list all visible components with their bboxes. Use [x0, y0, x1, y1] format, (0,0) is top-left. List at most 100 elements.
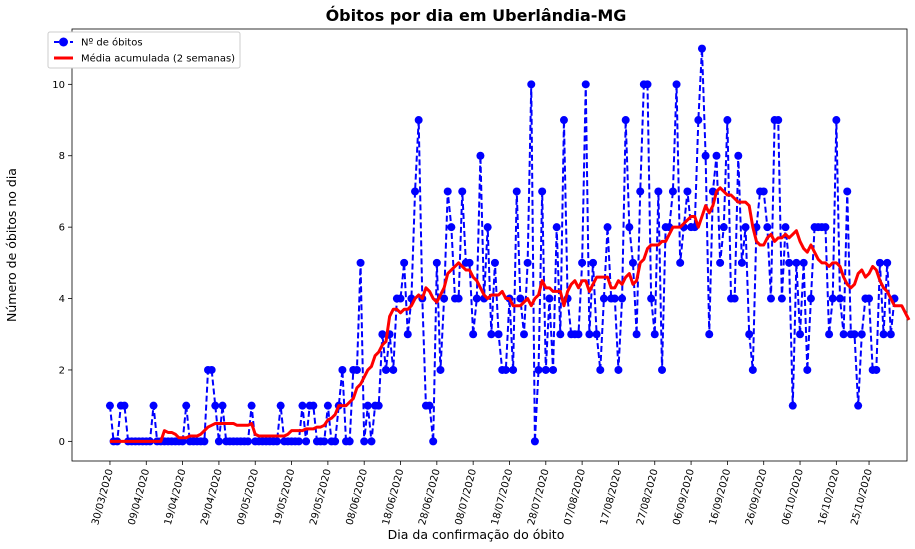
data-point-obitos [549, 365, 558, 374]
data-point-obitos [494, 330, 503, 339]
data-point-obitos [247, 401, 256, 410]
data-point-obitos [585, 330, 594, 339]
data-point-obitos [298, 401, 307, 410]
data-point-obitos [835, 294, 844, 303]
x-tick-label: 06/09/2020 [671, 468, 697, 527]
data-point-obitos [839, 330, 848, 339]
x-tick-label: 27/08/2020 [635, 468, 661, 527]
data-point-obitos [440, 294, 449, 303]
data-point-obitos [843, 187, 852, 196]
data-point-obitos [792, 258, 801, 267]
data-point-obitos [821, 223, 830, 232]
y-axis-ticks: 0 2 4 6 8 10 [52, 80, 72, 448]
x-tick-label: 16/09/2020 [708, 468, 734, 527]
data-point-obitos [694, 116, 703, 125]
data-point-obitos [712, 151, 721, 160]
x-tick-label: 28/06/2020 [417, 468, 443, 527]
data-point-obitos [411, 187, 420, 196]
data-point-obitos [378, 330, 387, 339]
data-point-obitos [178, 437, 187, 446]
data-point-obitos [556, 330, 565, 339]
legend-label-obitos: Nº de óbitos [81, 37, 143, 49]
data-point-obitos [785, 258, 794, 267]
data-point-obitos [396, 294, 405, 303]
data-point-obitos [683, 187, 692, 196]
data-point-obitos [523, 258, 532, 267]
y-tick-label: 6 [59, 223, 65, 234]
data-point-obitos [476, 151, 485, 160]
data-point-obitos [668, 187, 677, 196]
data-point-obitos [759, 187, 768, 196]
data-point-obitos [374, 401, 383, 410]
data-point-obitos [490, 258, 499, 267]
data-point-obitos [596, 365, 605, 374]
data-point-obitos [618, 294, 627, 303]
data-point-obitos [483, 223, 492, 232]
y-tick-label: 10 [52, 80, 65, 91]
data-point-obitos [367, 437, 376, 446]
data-point-obitos [320, 437, 329, 446]
data-point-obitos [875, 258, 884, 267]
data-point-obitos [389, 365, 398, 374]
data-point-obitos [200, 437, 209, 446]
data-point-obitos [763, 223, 772, 232]
data-point-obitos [745, 330, 754, 339]
data-point-obitos [276, 401, 285, 410]
data-point-obitos [825, 330, 834, 339]
data-point-obitos [472, 294, 481, 303]
data-point-obitos [610, 294, 619, 303]
data-point-obitos [302, 437, 311, 446]
y-tick-label: 8 [59, 151, 65, 162]
legend-label-media: Média acumulada (2 semanas) [81, 53, 235, 65]
data-point-obitos [243, 437, 252, 446]
legend: Nº de óbitos Média acumulada (2 semanas) [47, 31, 241, 69]
data-point-obitos [592, 330, 601, 339]
data-point-obitos [828, 294, 837, 303]
data-point-obitos [403, 330, 412, 339]
data-point-obitos [182, 401, 191, 410]
x-tick-label: 29/05/2020 [308, 468, 334, 527]
data-point-obitos [458, 187, 467, 196]
data-point-obitos [578, 258, 587, 267]
x-tick-label: 25/10/2020 [849, 468, 875, 527]
data-point-obitos [614, 365, 623, 374]
x-tick-label: 18/06/2020 [381, 468, 407, 527]
data-point-obitos [338, 365, 347, 374]
data-point-obitos [352, 365, 361, 374]
legend-box [47, 31, 241, 69]
data-point-obitos [581, 80, 590, 89]
data-point-obitos [516, 294, 525, 303]
data-point-obitos [857, 330, 866, 339]
data-point-obitos [658, 365, 667, 374]
data-point-obitos [218, 401, 227, 410]
data-point-obitos [443, 187, 452, 196]
data-point-obitos [737, 258, 746, 267]
y-axis-label: Número de óbitos no dia [4, 168, 19, 322]
data-point-obitos [360, 437, 369, 446]
series-media-line [109, 186, 911, 443]
data-point-obitos [425, 401, 434, 410]
data-point-obitos [730, 294, 739, 303]
x-tick-label: 17/08/2020 [599, 468, 625, 527]
x-axis-ticks: 30/03/2020 09/04/2020 19/04/2020 29/04/2020… [90, 461, 875, 526]
y-tick-label: 2 [59, 365, 65, 376]
data-point-obitos [487, 330, 496, 339]
data-point-obitos [654, 187, 663, 196]
data-point-obitos [803, 365, 812, 374]
data-point-obitos [552, 223, 561, 232]
data-point-obitos [545, 294, 554, 303]
data-point-obitos [538, 187, 547, 196]
x-tick-label: 19/05/2020 [272, 468, 298, 527]
data-point-obitos [697, 44, 706, 53]
data-point-obitos [534, 365, 543, 374]
data-point-obitos [469, 330, 478, 339]
data-point-obitos [748, 365, 757, 374]
data-point-obitos [650, 330, 659, 339]
data-point-obitos [149, 401, 158, 410]
data-point-obitos [796, 330, 805, 339]
x-tick-label: 09/05/2020 [236, 468, 262, 527]
data-point-obitos [886, 330, 895, 339]
data-point-obitos [323, 401, 332, 410]
data-point-obitos [741, 223, 750, 232]
